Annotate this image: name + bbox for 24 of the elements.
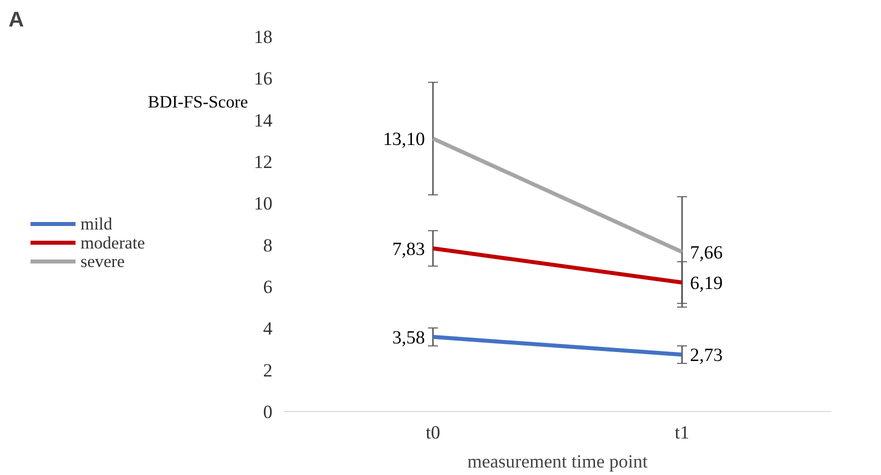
data-label: 2,73 (690, 345, 723, 366)
y-tick-label: 16 (254, 68, 272, 90)
data-label: 6,19 (690, 273, 723, 294)
y-tick-label: 2 (263, 360, 272, 382)
y-tick-label: 10 (254, 194, 272, 215)
text: A (8, 8, 24, 32)
y-axis-title: BDI-FS-Score (148, 92, 248, 112)
data-label: 7,66 (690, 242, 723, 264)
y-tick-label: 14 (254, 110, 274, 132)
y-tick-label: 4 (263, 318, 274, 340)
y-tick-label: 8 (263, 235, 272, 256)
y-tick-label: 0 (263, 402, 272, 423)
legend-label: moderate (80, 233, 146, 252)
y-tick-label: 12 (254, 152, 272, 173)
legend-label: severe (80, 252, 126, 271)
x-tick-label: t0 (426, 422, 440, 444)
data-label: 13,10 (382, 129, 425, 150)
legend-label: mild (80, 214, 113, 234)
x-tick-label: t1 (674, 422, 690, 444)
data-label: 3,58 (392, 327, 425, 348)
y-tick-label: 18 (254, 27, 272, 48)
x-axis-title: measurement time point (467, 452, 648, 472)
y-tick-label: 6 (263, 277, 272, 298)
data-label: 7,83 (392, 238, 425, 260)
